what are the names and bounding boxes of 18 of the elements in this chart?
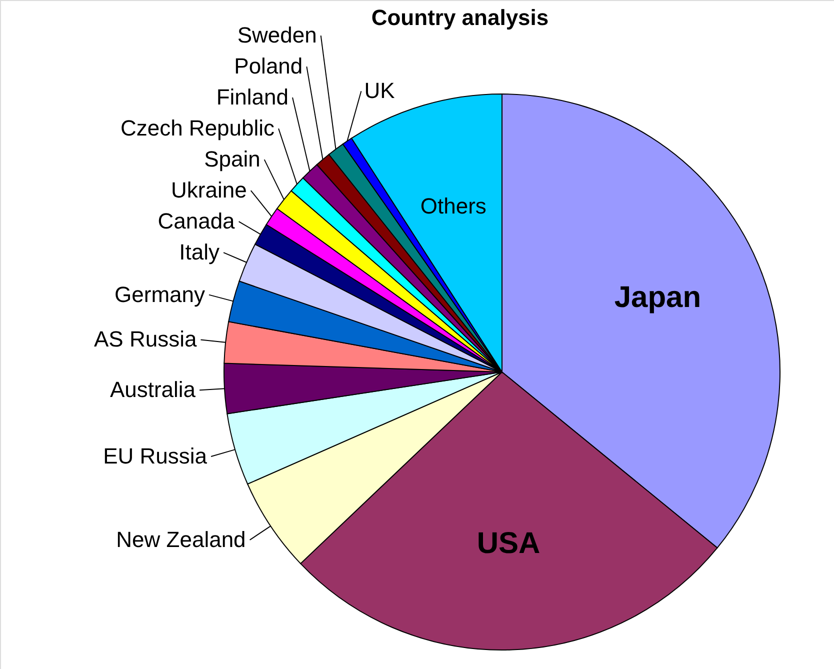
slice-label: Finland	[216, 84, 289, 110]
slice-label: AS Russia	[94, 326, 198, 352]
chart-title: Country analysis	[371, 5, 549, 30]
slice-label: Czech Republic	[120, 116, 275, 141]
slice-label: USA	[476, 527, 540, 560]
slice-label: Poland	[234, 54, 303, 79]
slice-label: New Zealand	[116, 526, 246, 552]
slice-label: Australia	[110, 377, 196, 402]
slice-label: Canada	[158, 208, 236, 234]
slice-label: Italy	[179, 240, 220, 265]
slice-label: Others	[420, 194, 486, 219]
slice-label: Sweden	[237, 22, 317, 48]
slice-label: Spain	[204, 146, 260, 172]
slice-label: EU Russia	[103, 444, 208, 469]
slice-label: Ukraine	[171, 178, 247, 203]
slice-label: UK	[364, 78, 396, 104]
slice-label: Japan	[614, 281, 702, 314]
slice-label: Germany	[114, 282, 205, 307]
